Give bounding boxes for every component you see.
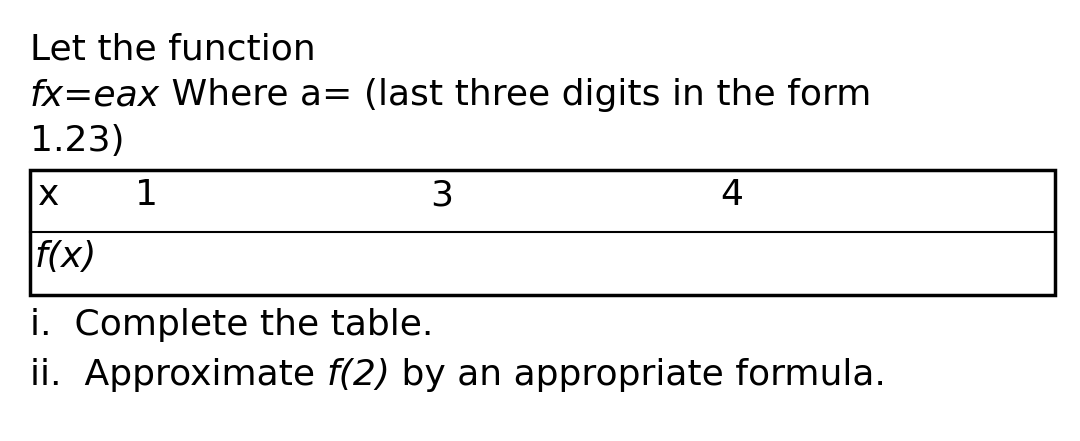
Bar	[30, 170, 1055, 295]
Text: f(2): f(2)	[326, 358, 391, 392]
Text: i.  Complete the table.: i. Complete the table.	[30, 308, 433, 342]
Text: f(x): f(x)	[35, 240, 97, 274]
Text: 3: 3	[430, 178, 453, 212]
Text: 4: 4	[720, 178, 743, 212]
Text: 1: 1	[135, 178, 158, 212]
Text: 1.23): 1.23)	[30, 124, 124, 158]
Text: x: x	[38, 178, 59, 212]
Text: Where a= (last three digits in the form: Where a= (last three digits in the form	[160, 78, 872, 112]
Text: Let the function: Let the function	[30, 32, 315, 66]
Text: fx=eax: fx=eax	[30, 78, 160, 112]
Text: by an appropriate formula.: by an appropriate formula.	[391, 358, 887, 392]
Text: ii.  Approximate: ii. Approximate	[30, 358, 326, 392]
